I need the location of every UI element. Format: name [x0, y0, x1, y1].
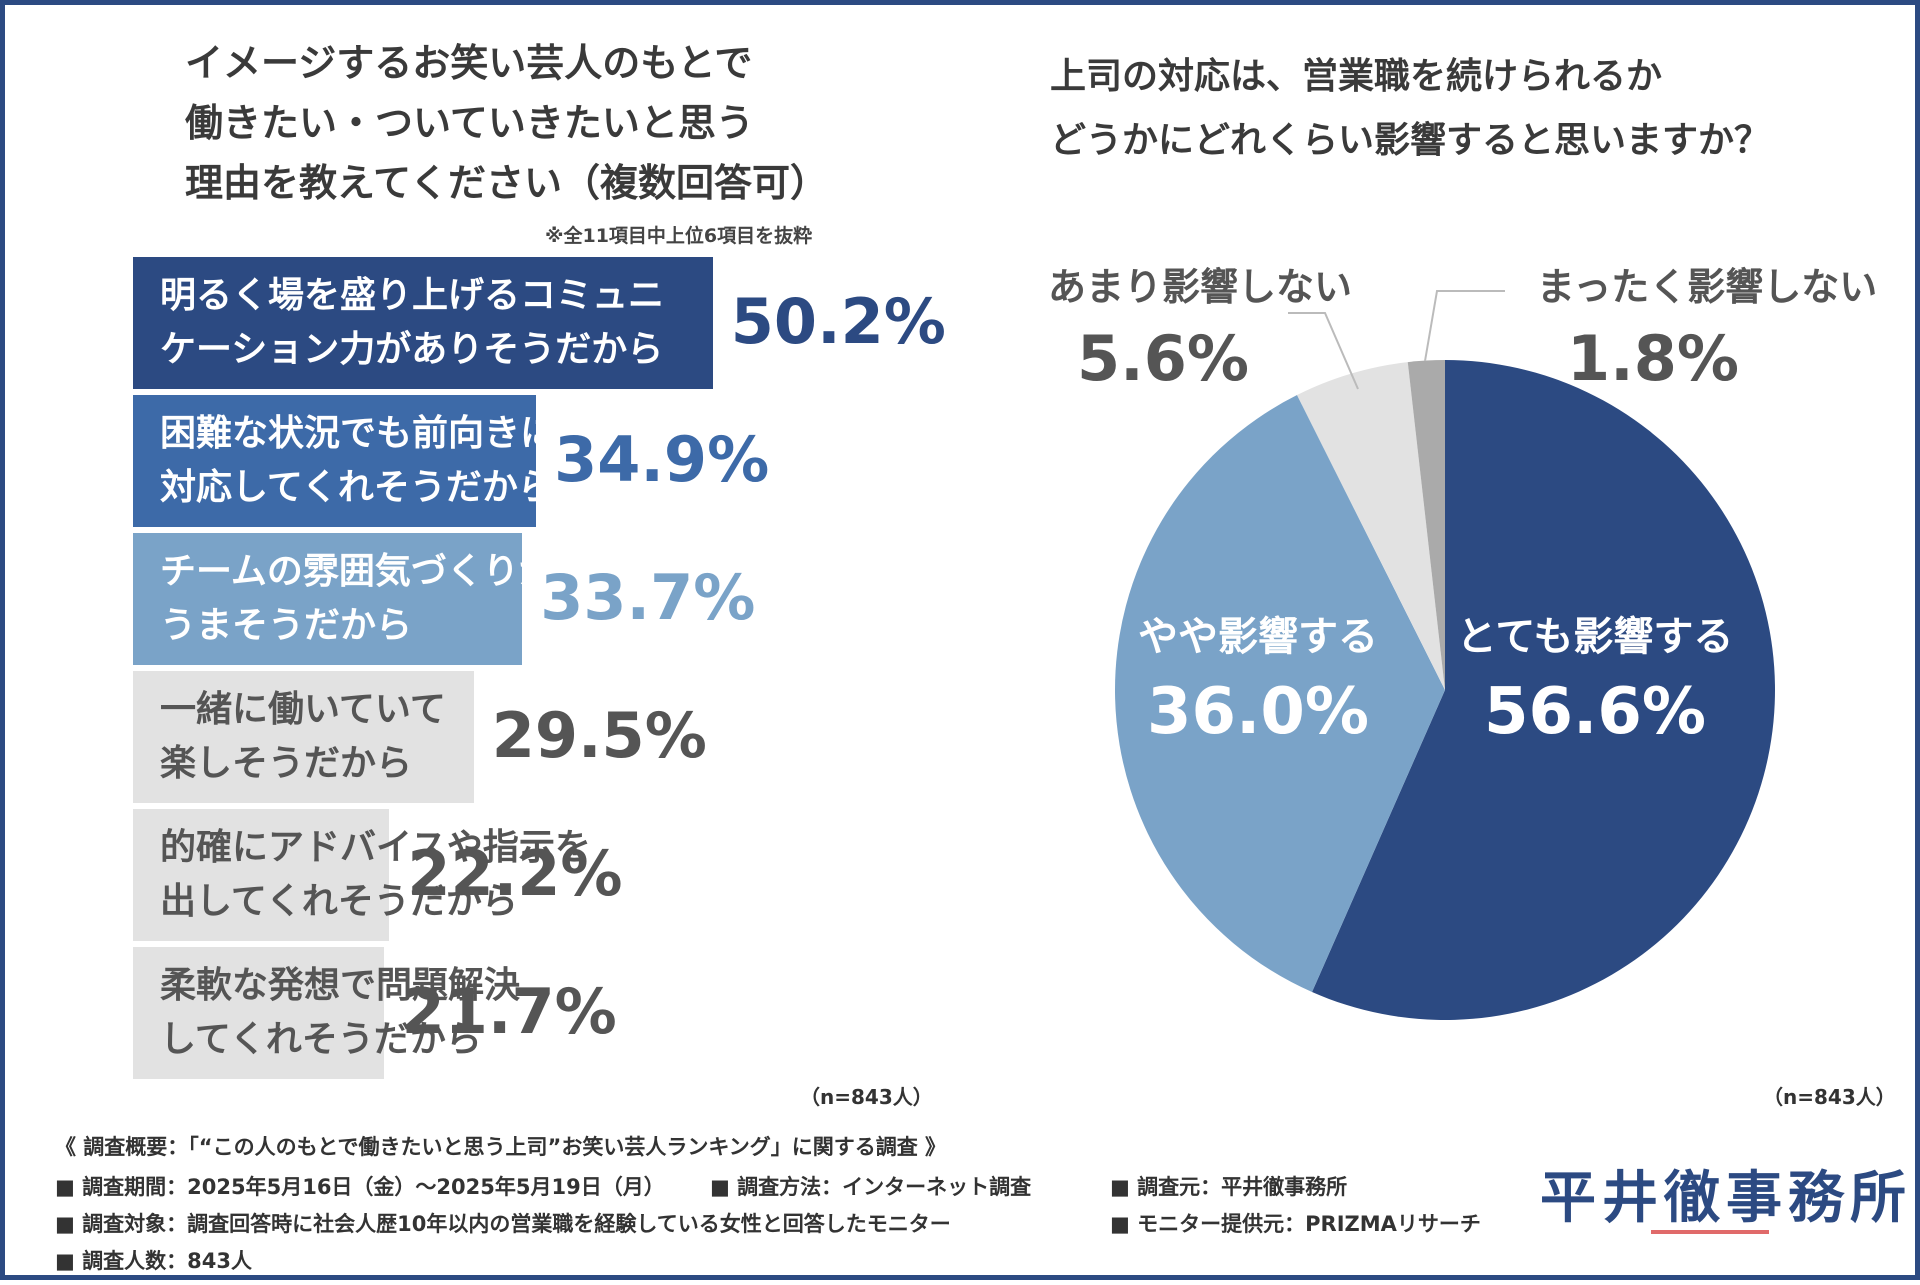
company-logo: 平井徹事務所	[1540, 1166, 1912, 1231]
bar-advice	[133, 809, 390, 941]
pie-label-not-very-influential: あまり影響しない	[1048, 265, 1352, 309]
survey-count: ■ 調査人数：843人	[55, 1249, 252, 1273]
bar-label-communication: 明るく場を盛り上げるコミュニ ケーション力がありそうだから	[160, 269, 664, 377]
bar-label-positive: 困難な状況でも前向きに 対応してくれそうだから	[160, 407, 556, 515]
pie-slice-not-very-influential	[1297, 362, 1445, 690]
pie-value-somewhat-influential: 36.0%	[1147, 675, 1369, 749]
left-title-line-1: イメージするお笑い芸人のもとで	[185, 41, 753, 85]
bar-label-line: 的確にアドバイスや指示を	[160, 827, 591, 868]
bar-fun	[133, 671, 474, 803]
bar-value-advice: 22.2%	[407, 837, 623, 910]
bar-label-line: チームの雰囲気づくりが	[160, 551, 555, 592]
bar-label-team-atmosphere: チームの雰囲気づくりが うまそうだから	[160, 545, 555, 653]
bar-label-advice: 的確にアドバイスや指示を 出してくれそうだから	[160, 821, 591, 929]
bar-value-fun: 29.5%	[491, 699, 707, 772]
bar-label-line: 楽しそうだから	[160, 743, 413, 784]
bar-label-flexible: 柔軟な発想で問題解決 してくれそうだから	[160, 959, 520, 1067]
bar-team-atmosphere	[133, 533, 523, 665]
pie-slice-somewhat-influential	[1115, 395, 1445, 993]
pie-label-somewhat-influential: やや影響する	[1138, 614, 1378, 660]
leader-line-not-at-all	[1424, 290, 1505, 362]
pie-value-very-influential: 56.6%	[1484, 675, 1706, 749]
bar-label-line: 明るく場を盛り上げるコミュニ	[160, 275, 665, 316]
pie-value-not-very-influential: 5.6%	[1077, 322, 1249, 395]
bar-value-flexible: 21.7%	[401, 975, 617, 1048]
bar-communication	[133, 257, 713, 389]
survey-target: ■ 調査対象：調査回答時に社会人歴10年以内の営業職を経験している女性と回答した…	[55, 1212, 951, 1236]
right-sample-size: （n=843人）	[1763, 1085, 1896, 1109]
left-chart-title: イメージするお笑い芸人のもとで 働きたい・ついていきたいと思う 理由を教えてくだ…	[185, 33, 828, 213]
pie-chart: とても影響する 56.6% やや影響する 36.0% あまり影響しない 5.6%…	[1048, 265, 1877, 1020]
right-title-line-2: どうかにどれくらい影響すると思いますか？	[1050, 120, 1771, 161]
left-title-line-2: 働きたい・ついていきたいと思う	[185, 101, 754, 145]
bar-label-line: 一緒に働いていて	[160, 689, 446, 730]
bar-label-line: 出してくれそうだから	[160, 881, 518, 922]
right-title-line-1: 上司の対応は、営業職を続けられるか	[1050, 56, 1663, 97]
survey-period: ■ 調査期間：2025年5月16日（金）～2025年5月19日（月）	[55, 1175, 665, 1199]
left-title-line-3: 理由を教えてください（複数回答可）	[185, 161, 828, 205]
bar-label-line: ケーション力がありそうだから	[160, 329, 664, 370]
bar-label-line: 困難な状況でも前向きに	[160, 413, 557, 454]
right-chart-title: 上司の対応は、営業職を続けられるか どうかにどれくらい影響すると思いますか？	[1050, 45, 1770, 173]
pie-slice-very-influential	[1312, 360, 1775, 1020]
leader-line-not-very	[1288, 312, 1359, 390]
bar-label-fun: 一緒に働いていて 楽しそうだから	[160, 683, 446, 791]
pie-value-not-influential-at-all: 1.8%	[1567, 322, 1739, 395]
survey-organizer: ■ 調査元：平井徹事務所	[1110, 1175, 1348, 1199]
pie-label-very-influential: とても影響する	[1457, 614, 1734, 660]
pie-label-not-influential-at-all: まったく影響しない	[1537, 265, 1877, 309]
bar-value-team-atmosphere: 33.7%	[540, 561, 756, 634]
left-sample-size: （n=843人）	[800, 1085, 933, 1109]
bar-value-communication: 50.2%	[730, 285, 946, 358]
bar-value-positive: 34.9%	[554, 423, 770, 496]
bar-label-line: うまそうだから	[160, 605, 413, 646]
logo-underline	[1651, 1230, 1769, 1234]
bar-label-line: 対応してくれそうだから	[160, 467, 554, 508]
bar-label-line: してくれそうだから	[160, 1019, 482, 1060]
survey-provider: ■ モニター提供元：PRIZMAリサーチ	[1110, 1212, 1481, 1236]
bar-positive	[133, 395, 537, 527]
left-chart-note: ※全11項目中上位6項目を抜粋	[545, 225, 813, 247]
pie-slice-not-influential-at-all	[1407, 360, 1445, 690]
survey-method: ■ 調査方法：インターネット調査	[710, 1175, 1032, 1199]
bar-flexible	[133, 947, 384, 1079]
survey-overview: 《 調査概要：「“この人のもとで働きたいと思う上司”お笑い芸人ランキング」に関す…	[55, 1135, 947, 1159]
bar-label-line: 柔軟な発想で問題解決	[160, 965, 521, 1006]
